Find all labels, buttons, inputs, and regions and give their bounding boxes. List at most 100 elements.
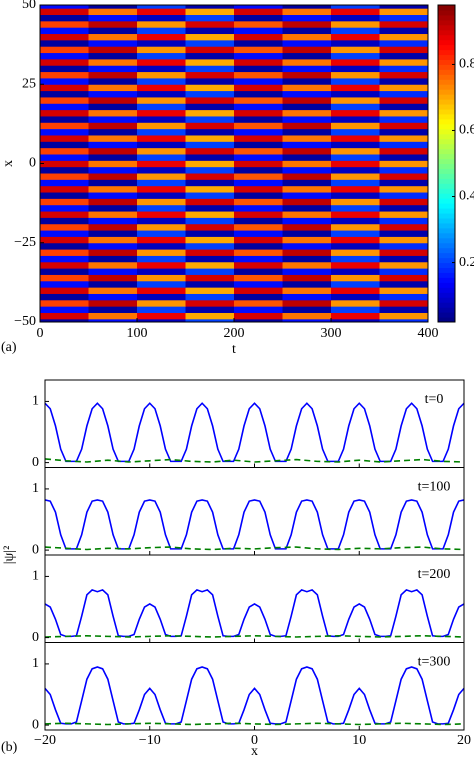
heatmap-cell xyxy=(40,8,89,16)
y-axis-label: |ψ|² xyxy=(2,546,17,565)
heatmap-cell xyxy=(331,147,380,155)
colorbar-swatch xyxy=(438,163,455,169)
heatmap-cell xyxy=(379,268,428,275)
heatmap-cell xyxy=(379,52,428,60)
heatmap-cell xyxy=(379,8,428,16)
heatmap-cell xyxy=(88,249,138,256)
heatmap-cell xyxy=(40,173,89,180)
heatmap-cell xyxy=(234,299,283,307)
heatmap-cell xyxy=(379,230,428,237)
colorbar-swatch xyxy=(438,252,455,259)
heatmap-cell xyxy=(379,179,428,187)
heatmap-cell xyxy=(137,293,186,301)
heatmap-cell xyxy=(40,312,89,320)
heatmap-cell xyxy=(282,103,332,111)
heatmap-cell xyxy=(88,261,138,269)
heatmap-cell xyxy=(331,306,380,313)
heatmap-cell xyxy=(331,96,380,104)
heatmap-cell xyxy=(331,90,380,98)
heatmap-cell xyxy=(234,255,283,263)
colorbar-swatch xyxy=(438,109,455,115)
heatmap-cell xyxy=(234,14,283,22)
heatmap-cell xyxy=(379,20,428,28)
heatmap-cell xyxy=(331,153,380,161)
heatmap-cell xyxy=(137,249,186,256)
heatmap-cell xyxy=(88,274,138,282)
heatmap-cell xyxy=(185,65,235,73)
heatmap-cell xyxy=(185,280,235,288)
heatmap-cell xyxy=(379,115,428,123)
heatmap-cell xyxy=(185,255,235,263)
heatmap-cell xyxy=(137,192,186,199)
colorbar-swatch xyxy=(438,213,455,219)
heatmap-cell xyxy=(331,14,380,22)
heatmap-cell xyxy=(282,198,332,206)
heatmap-cell xyxy=(379,14,428,22)
heatmap-cell xyxy=(234,27,283,35)
heatmap-cell xyxy=(40,280,89,288)
heatmap-cell xyxy=(185,299,235,307)
heatmap-cell xyxy=(40,96,89,104)
heatmap-cell xyxy=(88,198,138,206)
heatmap-cell xyxy=(88,84,138,92)
colorbar-swatch xyxy=(438,39,455,46)
heatmap-cell xyxy=(234,33,283,41)
heatmap-cell xyxy=(282,192,332,199)
heatmap-cell xyxy=(137,287,186,294)
colorbar-swatch xyxy=(438,19,455,26)
heatmap-cell xyxy=(379,90,428,98)
heatmap-cell xyxy=(185,312,235,320)
heatmap-cell xyxy=(282,306,332,313)
y-tick-label: −25 xyxy=(14,235,36,250)
heatmap-cell xyxy=(40,141,89,149)
dashed-line xyxy=(44,722,465,726)
heatmap-cell xyxy=(137,109,186,117)
colorbar-swatch xyxy=(438,262,455,269)
heatmap-cell xyxy=(185,287,235,294)
heatmap-cell xyxy=(88,153,138,161)
heatmap-cell xyxy=(185,293,235,301)
heatmap-cell xyxy=(88,318,138,322)
heatmap-cell xyxy=(185,33,235,41)
x-axis-label: x xyxy=(251,744,258,758)
heatmap-cell xyxy=(40,77,89,85)
heatmap-cell xyxy=(137,211,186,218)
heatmap-cell xyxy=(282,268,332,275)
heatmap-cell xyxy=(137,96,186,104)
heatmap-cell xyxy=(88,166,138,174)
heatmap-cell xyxy=(40,5,89,9)
heatmap-cell xyxy=(40,179,89,187)
heatmap-cell xyxy=(88,217,138,225)
colorbar-swatch xyxy=(438,69,455,75)
heatmap-cell xyxy=(40,293,89,301)
colorbar-swatch xyxy=(438,198,455,204)
colorbar-swatch xyxy=(438,5,455,11)
heatmap-cell xyxy=(331,223,380,231)
heatmap-cell xyxy=(185,211,235,218)
heatmap-cell xyxy=(234,261,283,269)
heatmap-cell xyxy=(379,217,428,225)
heatmap-cell xyxy=(379,77,428,85)
x-tick-label: −10 xyxy=(139,733,161,748)
heatmap-cell xyxy=(185,249,235,256)
heatmap-cells xyxy=(40,5,428,322)
heatmap-cell xyxy=(40,255,89,263)
colorbar-swatch xyxy=(438,203,455,209)
x-tick-label: 20 xyxy=(457,733,471,748)
heatmap-cell xyxy=(379,153,428,161)
heatmap-cell xyxy=(282,299,332,307)
heatmap-cell xyxy=(282,236,332,244)
heatmap-cell xyxy=(234,103,283,111)
heatmap-cell xyxy=(185,8,235,16)
heatmap-cell xyxy=(331,103,380,111)
heatmap-cell xyxy=(282,20,332,28)
heatmap-cell xyxy=(88,306,138,313)
heatmap-cell xyxy=(282,77,332,85)
heatmap-cell xyxy=(88,287,138,294)
heatmap-cell xyxy=(379,65,428,73)
heatmap-cell xyxy=(40,128,89,136)
heatmap-cell xyxy=(234,185,283,193)
colorbar-swatch xyxy=(438,99,455,105)
heatmap-cell xyxy=(234,166,283,174)
heatmap-cell xyxy=(40,84,89,92)
